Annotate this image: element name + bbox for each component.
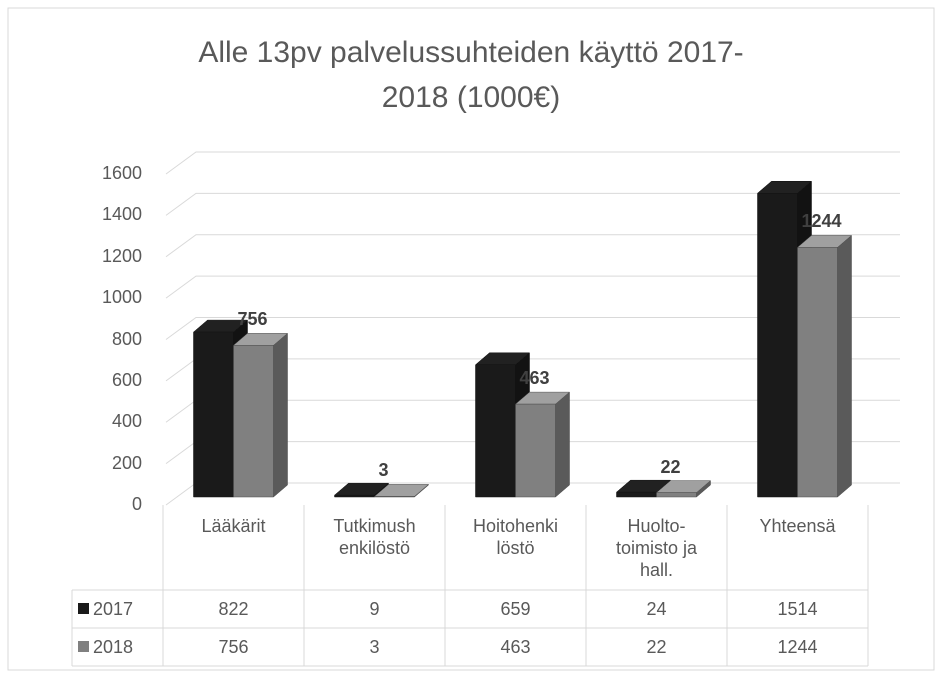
chart-title: Alle 13pv palvelussuhteiden käyttö 2017-… [198, 36, 744, 114]
x-tick-label: Lääkärit [201, 516, 266, 536]
x-tick-label: Yhteensä [759, 516, 836, 536]
x-tick-label: Tutkimushenkilöstö [333, 516, 416, 558]
bar-face [555, 391, 570, 498]
bar-face [515, 403, 556, 498]
table-cell: 9 [369, 599, 380, 619]
bar [615, 479, 672, 498]
y-tick-label: 600 [111, 369, 142, 390]
bar [655, 480, 712, 498]
table-cell: 3 [369, 637, 380, 657]
bar-face [616, 491, 657, 498]
table-cell: 463 [500, 637, 531, 657]
legend-label: 2017 [93, 599, 134, 619]
data-label: 1244 [801, 211, 842, 232]
y-tick-label: 1200 [101, 245, 142, 266]
grid-line [165, 192, 900, 216]
y-tick-label: 1000 [101, 287, 142, 308]
bar-face [797, 247, 838, 498]
grid-line [165, 151, 900, 175]
y-tick-label: 800 [111, 328, 142, 349]
table-cell: 1244 [777, 637, 818, 657]
grid-line [165, 234, 900, 258]
table-cell: 822 [218, 599, 249, 619]
y-tick-label: 1400 [101, 204, 142, 225]
bar [373, 483, 430, 498]
data-label: 756 [237, 309, 268, 330]
chart-frame [7, 7, 935, 671]
bar-face [334, 494, 375, 498]
bar-face [193, 331, 234, 498]
data-label: 3 [378, 460, 389, 481]
bar [232, 332, 289, 498]
x-tick-label: Hoitohenkilöstö [472, 516, 559, 558]
grid-line [165, 275, 900, 299]
grid-line [165, 317, 900, 340]
data-label: 463 [519, 368, 550, 389]
legend-label: 2018 [93, 637, 134, 657]
bar-face [273, 332, 288, 498]
table-cell: 756 [218, 637, 249, 657]
table-cell: 659 [500, 599, 531, 619]
bar-face [837, 234, 852, 498]
bar-face [656, 492, 697, 498]
table-cell: 24 [646, 599, 667, 619]
table-cell: 22 [646, 637, 667, 657]
data-label: 22 [660, 456, 681, 477]
bar-face [374, 496, 415, 498]
bar-face [475, 364, 516, 498]
y-tick-label: 400 [111, 411, 142, 432]
y-tick-label: 0 [131, 494, 142, 514]
bar [514, 391, 571, 498]
table-cell: 1514 [777, 599, 818, 619]
bar-face [233, 345, 274, 498]
bar [796, 234, 853, 498]
y-tick-label: 200 [111, 452, 142, 473]
legend-entry: 2017 [78, 599, 133, 620]
legend-swatch [78, 603, 89, 614]
legend-swatch [78, 641, 89, 652]
y-tick-label: 1600 [101, 163, 142, 183]
x-tick-label: Huolto-toimisto ja hall. [615, 516, 698, 580]
bar-face [757, 193, 798, 498]
legend-entry: 2018 [78, 637, 133, 658]
